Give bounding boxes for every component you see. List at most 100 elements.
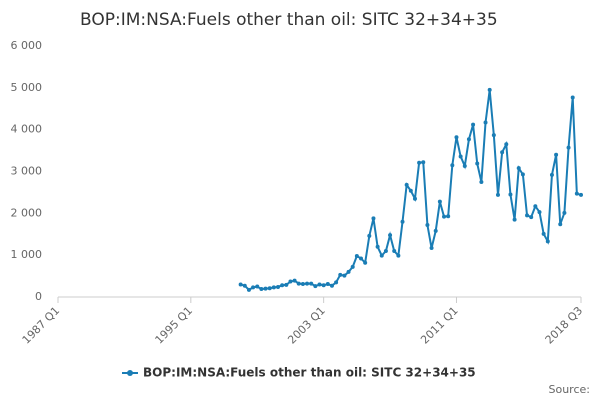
- point: [280, 283, 285, 288]
- point: [512, 217, 517, 222]
- point: [554, 152, 559, 157]
- point: [296, 281, 301, 286]
- point: [242, 283, 247, 288]
- point: [462, 164, 467, 169]
- point: [321, 283, 326, 288]
- x-tick-label: 2011 Q1: [418, 304, 461, 347]
- point: [479, 179, 484, 184]
- point: [238, 282, 243, 287]
- point: [263, 286, 268, 291]
- point: [458, 154, 463, 159]
- point: [412, 196, 417, 201]
- point: [570, 95, 575, 100]
- x-tick-label: 1995 Q1: [153, 304, 196, 347]
- point: [454, 135, 459, 140]
- y-tick-label: 5 000: [11, 81, 43, 94]
- point: [558, 222, 563, 227]
- point: [425, 223, 430, 228]
- point: [255, 284, 260, 289]
- y-tick-label: 4 000: [11, 123, 43, 136]
- point: [545, 239, 550, 244]
- point: [284, 282, 289, 287]
- point: [275, 284, 280, 289]
- point: [525, 213, 530, 218]
- point: [379, 253, 384, 258]
- point: [500, 150, 505, 155]
- point: [367, 233, 372, 238]
- point: [292, 278, 297, 283]
- point: [396, 253, 401, 258]
- point: [520, 172, 525, 177]
- source: Source:: [549, 383, 591, 396]
- point: [251, 285, 256, 290]
- point: [388, 233, 393, 238]
- point: [562, 210, 567, 215]
- point: [404, 182, 409, 187]
- x-tick-label: 2018 Q3: [543, 304, 586, 347]
- point: [446, 214, 451, 219]
- chart-title: BOP:IM:NSA:Fuels other than oil: SITC 32…: [80, 10, 498, 30]
- point: [271, 285, 276, 290]
- point: [375, 244, 380, 249]
- point: [508, 192, 513, 197]
- point: [359, 256, 364, 261]
- point: [300, 282, 305, 287]
- point: [579, 192, 583, 197]
- point: [566, 145, 571, 150]
- x-tick-label: 1987 Q1: [20, 304, 63, 347]
- point: [325, 282, 330, 287]
- y-tick-label: 2 000: [11, 206, 43, 219]
- point: [309, 281, 314, 286]
- y-tick-label: 3 000: [11, 165, 43, 178]
- point: [504, 142, 509, 147]
- point: [383, 248, 388, 253]
- point: [288, 279, 293, 284]
- x-tick-label: 2003 Q1: [285, 304, 328, 347]
- point: [346, 269, 351, 274]
- point: [541, 231, 546, 236]
- point: [495, 192, 500, 197]
- point: [429, 246, 434, 251]
- y-tick-label: 1 000: [11, 248, 43, 261]
- point: [267, 286, 272, 291]
- y-tick-label: 0: [35, 290, 42, 303]
- point: [342, 273, 347, 278]
- point: [417, 160, 422, 165]
- point: [483, 120, 488, 125]
- point: [305, 281, 310, 286]
- point: [475, 161, 480, 166]
- legend-label: BOP:IM:NSA:Fuels other than oil: SITC 32…: [143, 366, 476, 380]
- point: [487, 87, 492, 92]
- point: [350, 264, 355, 269]
- legend-marker: [127, 370, 133, 376]
- point: [433, 228, 438, 233]
- point: [259, 287, 264, 292]
- point: [392, 248, 397, 253]
- point: [450, 163, 455, 168]
- point: [529, 215, 534, 220]
- point: [442, 214, 447, 219]
- point: [491, 133, 496, 138]
- point: [421, 160, 426, 165]
- point: [313, 284, 318, 289]
- point: [533, 204, 538, 209]
- point: [363, 260, 368, 265]
- point: [400, 219, 405, 224]
- point: [471, 122, 476, 127]
- point: [334, 280, 339, 285]
- point: [329, 283, 334, 288]
- point: [574, 191, 579, 196]
- point: [338, 272, 343, 277]
- point: [371, 216, 376, 221]
- point: [466, 137, 471, 142]
- point: [537, 210, 542, 215]
- point: [408, 188, 413, 193]
- point: [549, 172, 554, 177]
- point: [437, 199, 442, 204]
- point: [317, 282, 322, 287]
- y-tick-label: 6 000: [11, 39, 43, 52]
- point: [516, 166, 521, 171]
- point: [354, 254, 359, 259]
- point: [246, 287, 251, 292]
